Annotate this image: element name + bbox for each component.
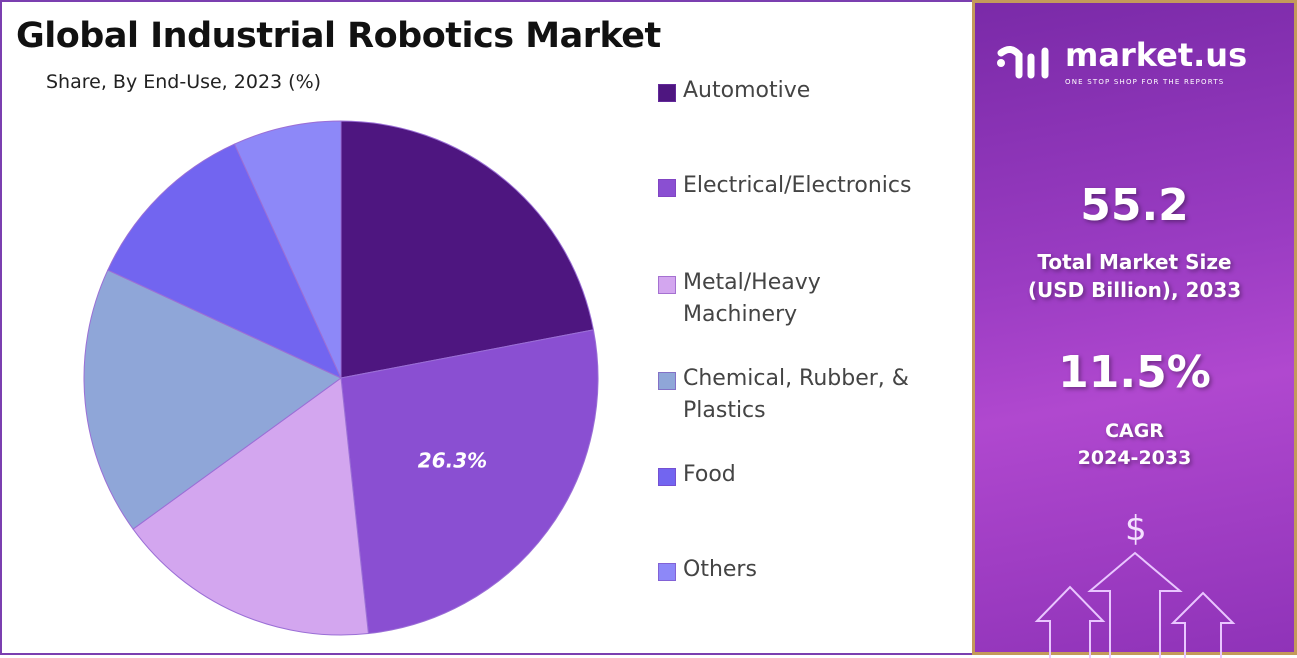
legend-item: Metal/Heavy Machinery (658, 270, 968, 331)
chart-frame (0, 0, 972, 655)
legend-swatch (658, 84, 676, 102)
legend-swatch (658, 563, 676, 581)
legend-label-line: Food (683, 462, 736, 487)
market-us-logo-icon (997, 46, 1049, 79)
cagr-label: CAGR (1105, 420, 1164, 442)
legend-label: Metal/Heavy Machinery (683, 267, 821, 331)
legend-item: Chemical, Rubber, & Plastics (658, 366, 968, 427)
data-label: 26.3% (418, 449, 487, 473)
legend-label: Food (683, 459, 736, 491)
legend-item: Food (658, 462, 968, 491)
legend-label: Automotive (683, 75, 810, 107)
pie-slice-others (233, 120, 342, 379)
brand-text: market.us ONE STOP SHOP FOR THE REPORTS (1065, 35, 1247, 87)
pie-slice-metal-heavy-machinery (132, 377, 369, 636)
legend-label: Chemical, Rubber, & Plastics (683, 363, 909, 427)
dollar-icon: $ (1125, 509, 1147, 549)
legend-swatch (658, 276, 676, 294)
market-size-unit: (USD Billion), 2033 (1027, 278, 1242, 302)
growth-arrows-icon (1034, 551, 1236, 658)
pie-slice-electrical-electronics (340, 329, 599, 635)
legend-label: Others (683, 554, 757, 586)
pie-slice-food (107, 143, 343, 380)
legend-swatch (658, 468, 676, 486)
cagr-period: 2024-2033 (1077, 447, 1192, 469)
brand-logo: market.us ONE STOP SHOP FOR THE REPORTS (995, 35, 1247, 87)
pie-chart: 26.3% (83, 120, 599, 636)
legend-label-line: Electrical/Electronics (683, 173, 912, 198)
market-size-label: Total Market Size (1037, 250, 1232, 274)
legend-label-line: Machinery (683, 302, 798, 327)
market-size-value: 55.2 (1080, 180, 1189, 231)
pie-slice-automotive (340, 120, 595, 379)
legend-label-line: Metal/Heavy (683, 270, 821, 295)
pie-slice-chemical-rubber-plastics (83, 269, 342, 530)
legend-item: Others (658, 557, 968, 586)
summary-panel: market.us ONE STOP SHOP FOR THE REPORTS … (972, 0, 1297, 658)
brand-name: market.us (1065, 36, 1248, 74)
legend-label-line: Plastics (683, 398, 766, 423)
legend-label-line: Automotive (683, 78, 811, 103)
brand-tagline: ONE STOP SHOP FOR THE REPORTS (1065, 78, 1225, 86)
legend-swatch (658, 372, 676, 390)
legend-label-line: Chemical, Rubber, & (683, 366, 909, 391)
legend-item: Automotive (658, 78, 968, 107)
chart-title: Global Industrial Robotics Market (16, 16, 661, 56)
legend-label-line: Others (683, 557, 757, 582)
legend-item: Electrical/Electronics (658, 173, 968, 202)
cagr-value: 11.5% (1058, 347, 1211, 398)
chart-subtitle: Share, By End-Use, 2023 (%) (46, 71, 322, 93)
legend-label: Electrical/Electronics (683, 170, 911, 202)
legend-swatch (658, 179, 676, 197)
